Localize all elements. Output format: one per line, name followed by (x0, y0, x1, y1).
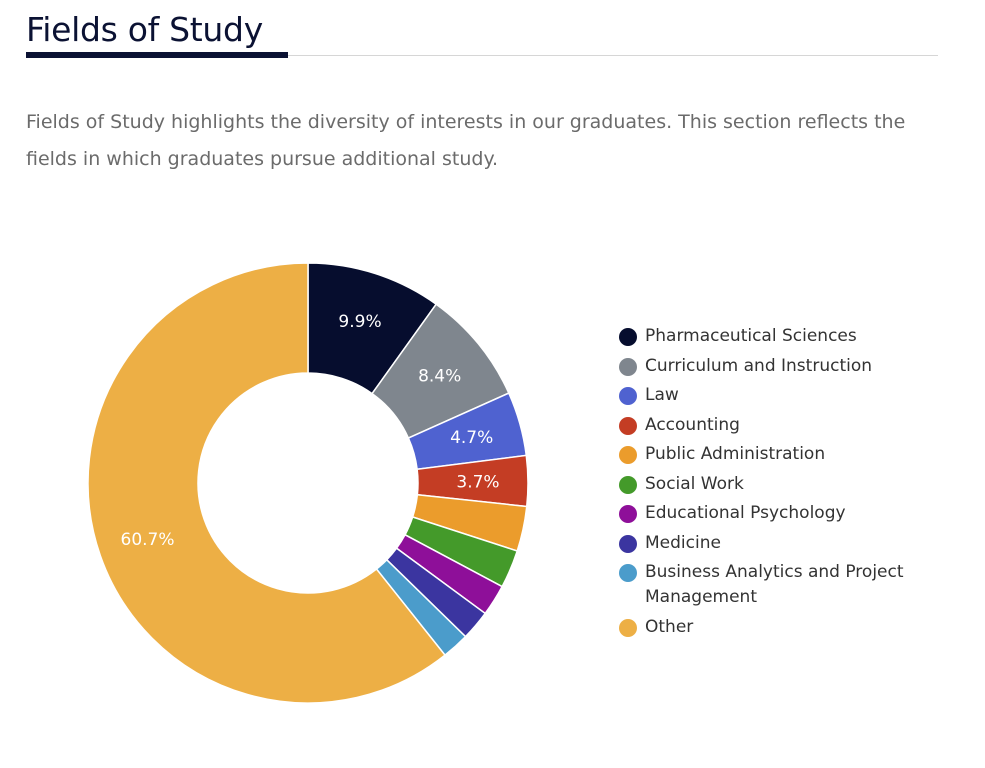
legend-item-9[interactable]: Other (619, 615, 949, 640)
section-heading: Fields of Study (26, 8, 938, 58)
legend-swatch-icon (619, 534, 637, 553)
legend-swatch-icon (619, 416, 637, 435)
legend-item-0[interactable]: Pharmaceutical Sciences (619, 324, 949, 349)
legend-label: Educational Psychology (645, 503, 846, 523)
donut-slice-label-3: 3.7% (456, 472, 499, 492)
legend-swatch-icon (619, 357, 637, 376)
legend-label: Public Administration (645, 444, 826, 464)
donut-slice-label-0: 9.9% (338, 312, 381, 332)
legend-label: Medicine (645, 532, 721, 553)
legend-swatch-icon (619, 387, 637, 405)
legend-item-4[interactable]: Public Administration (619, 442, 949, 467)
legend-swatch-icon (619, 505, 637, 523)
legend-swatch-icon (619, 618, 637, 637)
legend-label: Pharmaceutical Sciences (645, 326, 857, 346)
intro-paragraph: Fields of Study highlights the diversity… (26, 111, 906, 170)
legend-swatch-icon (619, 564, 637, 582)
donut-slice-9[interactable] (87, 262, 447, 704)
donut-slice-label-1: 8.4% (418, 366, 461, 386)
legend-item-6[interactable]: Educational Psychology (619, 501, 949, 526)
donut-slices (87, 262, 529, 704)
legend-item-3[interactable]: Accounting (619, 413, 949, 438)
legend-item-2[interactable]: Law (619, 383, 949, 408)
legend-item-8[interactable]: Business Analytics and Project Managemen… (619, 560, 949, 610)
legend-item-5[interactable]: Social Work (619, 472, 949, 497)
legend-swatch-icon (619, 328, 637, 346)
title-accent-bar (26, 52, 288, 58)
chart-legend: Pharmaceutical Sciences Curriculum and In… (619, 324, 949, 644)
donut-slice-labels: 9.9% 8.4% 4.7% 3.7% 60.7% (121, 312, 500, 550)
legend-swatch-icon (619, 475, 637, 494)
legend-item-7[interactable]: Medicine (619, 531, 949, 556)
legend-label: Curriculum and Instruction (645, 355, 873, 376)
legend-label: Law (645, 385, 679, 405)
legend-item-1[interactable]: Curriculum and Instruction (619, 354, 949, 379)
legend-label: Business Analytics and Project Managemen… (645, 562, 904, 607)
page-title: Fields of Study (26, 10, 263, 49)
legend-label: Social Work (645, 473, 744, 494)
donut-slice-label-2: 4.7% (450, 428, 493, 448)
donut-slice-label-9: 60.7% (121, 530, 175, 550)
title-divider (26, 55, 938, 56)
legend-label: Accounting (645, 414, 740, 435)
legend-swatch-icon (619, 446, 637, 464)
legend-label: Other (645, 616, 694, 637)
